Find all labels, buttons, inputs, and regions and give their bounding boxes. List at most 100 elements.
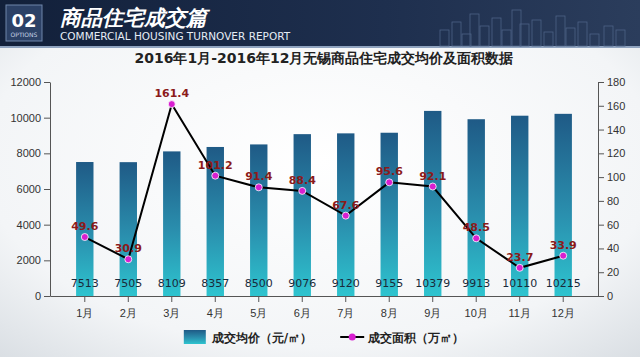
legend-label: 成交面积（万㎡） bbox=[367, 331, 464, 345]
tick: 60 bbox=[598, 219, 619, 231]
header-subtitle: COMMERCIAL HOUSING TURNOVER REPORT bbox=[60, 30, 291, 42]
tick-mark bbox=[598, 201, 604, 202]
line-label: 92.1 bbox=[419, 170, 446, 183]
tick-mark bbox=[302, 296, 303, 302]
marker bbox=[212, 172, 219, 179]
tick: 0 bbox=[598, 290, 613, 302]
line-label: 95.6 bbox=[376, 165, 403, 178]
tick-label: 2000 bbox=[17, 254, 41, 266]
tick-label: 9月 bbox=[424, 307, 441, 319]
bar-label: 8357 bbox=[201, 277, 229, 290]
tick: 9月 bbox=[424, 296, 441, 319]
tick: 120 bbox=[598, 147, 625, 159]
tick-mark bbox=[563, 296, 564, 302]
tick-mark bbox=[598, 106, 604, 107]
tick-label: 6000 bbox=[17, 183, 41, 195]
tick-label: 80 bbox=[607, 195, 619, 207]
bar-label: 9076 bbox=[288, 277, 316, 290]
tick-label: 12月 bbox=[552, 307, 575, 319]
bar bbox=[468, 119, 485, 296]
tick: 100 bbox=[598, 171, 625, 183]
tick-label: 10月 bbox=[465, 307, 488, 319]
tick: 8月 bbox=[381, 296, 398, 319]
tick-mark bbox=[598, 177, 604, 178]
bar-label: 9913 bbox=[462, 277, 490, 290]
tick-label: 11月 bbox=[509, 307, 531, 319]
axis-line bbox=[598, 83, 599, 297]
tick-label: 120 bbox=[607, 147, 625, 159]
data-labels: 7513750581098357850090769120915510379991… bbox=[71, 87, 581, 290]
skyline bbox=[544, 32, 553, 46]
marker bbox=[125, 256, 132, 263]
chart-title: 2016年1月-2016年12月无锡商品住宅成交均价及面积数据 bbox=[135, 50, 514, 66]
legend-item: 成交面积（万㎡） bbox=[340, 331, 464, 345]
line-label: 161.4 bbox=[154, 87, 189, 100]
tick: 2000 bbox=[17, 254, 50, 266]
tick: 40 bbox=[598, 242, 619, 254]
skyline bbox=[532, 20, 541, 46]
tick-label: 8月 bbox=[381, 307, 398, 319]
line-label: 67.6 bbox=[332, 199, 359, 212]
skyline bbox=[440, 30, 449, 46]
tick: 20 bbox=[598, 266, 619, 278]
tick-label: 160 bbox=[607, 100, 625, 112]
bar-label: 10110 bbox=[502, 277, 537, 290]
bar-label: 7513 bbox=[71, 277, 99, 290]
tick: 6000 bbox=[17, 183, 50, 195]
tick: 10000 bbox=[10, 112, 50, 124]
tick-mark bbox=[44, 225, 50, 226]
tick-label: 4000 bbox=[17, 219, 41, 231]
legend-swatch bbox=[184, 330, 206, 344]
skyline bbox=[604, 26, 613, 46]
tick-mark bbox=[598, 153, 604, 154]
marker bbox=[473, 235, 480, 242]
bar-label: 10215 bbox=[546, 277, 581, 290]
tick-label: 12000 bbox=[10, 76, 41, 88]
bar bbox=[424, 111, 441, 296]
skyline bbox=[470, 14, 479, 46]
marker bbox=[386, 179, 393, 186]
tick: 8000 bbox=[17, 147, 50, 159]
line-label: 91.4 bbox=[245, 170, 272, 183]
tick-label: 180 bbox=[607, 76, 625, 88]
tick-mark bbox=[432, 296, 433, 302]
legend-marker bbox=[349, 334, 356, 341]
line-label: 23.7 bbox=[506, 251, 533, 264]
marker bbox=[81, 234, 88, 241]
tick: 80 bbox=[598, 195, 619, 207]
header: 02OPTIONS商品住宅成交篇COMMERCIAL HOUSING TURNO… bbox=[0, 0, 640, 48]
tick-mark bbox=[44, 82, 50, 83]
tick-label: 2月 bbox=[120, 307, 137, 319]
tick-mark bbox=[258, 296, 259, 302]
marker bbox=[516, 264, 523, 271]
tick-mark bbox=[44, 153, 50, 154]
tick: 10月 bbox=[465, 296, 488, 319]
skyline bbox=[452, 22, 461, 46]
axis-line bbox=[50, 83, 51, 297]
tick-mark bbox=[598, 248, 604, 249]
tick-label: 1月 bbox=[76, 307, 93, 319]
legend-label: 成交均价（元/㎡） bbox=[211, 331, 312, 345]
skyline bbox=[520, 24, 529, 46]
tick-label: 100 bbox=[607, 171, 625, 183]
tick: 140 bbox=[598, 124, 625, 136]
bar bbox=[381, 133, 398, 296]
tick-mark bbox=[44, 189, 50, 190]
tick: 4000 bbox=[17, 219, 50, 231]
y-axis: 0 2000 4000 6000 8000 10000 12000 bbox=[10, 76, 50, 302]
y2-axis: 0 20 40 60 80 100 120 140 160 180 bbox=[598, 76, 625, 302]
tick-label: 0 bbox=[607, 290, 613, 302]
x-axis: 1月2月3月4月5月6月7月8月9月10月11月12月 bbox=[51, 296, 599, 319]
tick-label: 40 bbox=[607, 242, 619, 254]
marker bbox=[168, 101, 175, 108]
badge bbox=[6, 5, 42, 41]
tick-label: 140 bbox=[607, 124, 625, 136]
line-label: 88.4 bbox=[289, 174, 316, 187]
tick-label: 0 bbox=[35, 290, 41, 302]
axis-line bbox=[51, 296, 599, 297]
tick-mark bbox=[598, 82, 604, 83]
bar-label: 8500 bbox=[245, 277, 273, 290]
tick-mark bbox=[598, 130, 604, 131]
tick-mark bbox=[215, 296, 216, 302]
background bbox=[0, 0, 640, 357]
